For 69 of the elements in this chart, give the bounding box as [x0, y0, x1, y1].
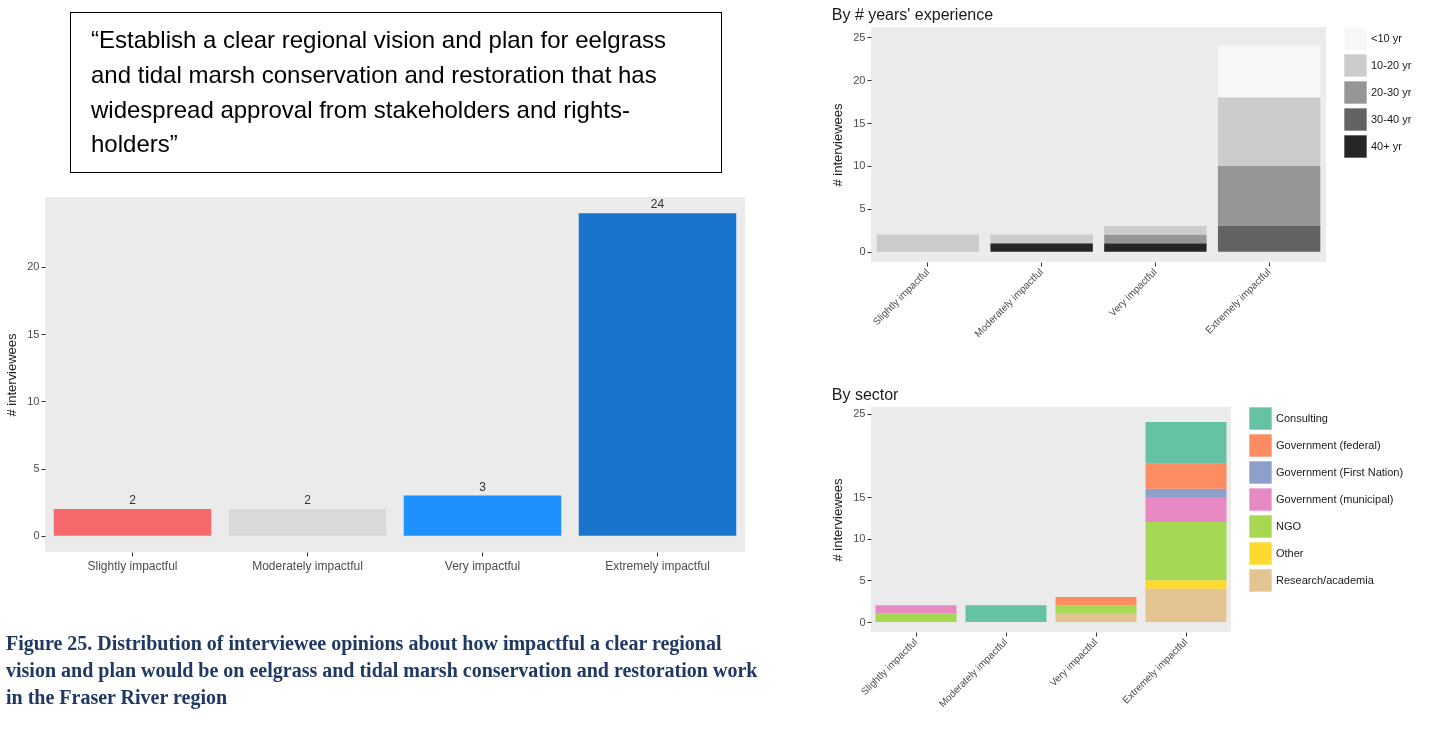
- y-tick-label: 15: [853, 490, 866, 503]
- y-tick-label: 10: [27, 394, 40, 407]
- y-tick-label: 0: [33, 529, 40, 542]
- legend-label: 30-40 yr: [1371, 112, 1412, 125]
- legend-label: Government (municipal): [1276, 492, 1394, 505]
- bar: [876, 234, 980, 252]
- x-tick-label: Extremely impactful: [605, 558, 710, 573]
- legend-label: 40+ yr: [1371, 139, 1403, 152]
- bar: [990, 234, 1093, 244]
- text: “Establish a clear regional vision and plan for eelgrass and tidal marsh conservation and restoration that has widespread approval from stakeholders and rights-holders”: [70, 12, 722, 174]
- y-tick-label: 5: [859, 573, 866, 586]
- x-tick-label: Very impactful: [444, 558, 521, 573]
- bar: [1104, 225, 1207, 235]
- bar: [1055, 597, 1137, 606]
- y-tick-label: 10: [853, 532, 866, 545]
- bar: [1145, 488, 1227, 497]
- bar: [53, 508, 212, 536]
- legend-label: Research/academia: [1276, 573, 1375, 586]
- bar: [965, 605, 1047, 622]
- bar: [1145, 463, 1227, 489]
- bar: [578, 213, 737, 536]
- y-tick-label: 0: [859, 245, 866, 258]
- bar: [1104, 234, 1207, 244]
- data-label: 3: [479, 479, 487, 494]
- y-tick-label: 15: [853, 116, 866, 129]
- data-label: 24: [650, 197, 665, 212]
- y-tick-label: 25: [853, 407, 866, 420]
- data-label: 2: [129, 492, 137, 507]
- y-tick-label: 10: [853, 159, 866, 172]
- legend-label: Consulting: [1276, 411, 1328, 424]
- legend-label: NGO: [1276, 519, 1302, 532]
- chart-title: By sector: [831, 386, 900, 403]
- y-tick-label: 25: [853, 30, 866, 43]
- bar: [403, 495, 562, 536]
- legend-label: 10-20 yr: [1371, 58, 1412, 71]
- legend-label: 20-30 yr: [1371, 85, 1412, 98]
- y-tick-label: 20: [853, 73, 866, 86]
- bar: [1217, 97, 1321, 166]
- y-tick-label: 0: [859, 615, 866, 628]
- bar: [1055, 605, 1137, 614]
- bar: [1104, 243, 1207, 252]
- legend-label: Government (First Nation): [1276, 465, 1404, 478]
- y-axis-title: # interviewees: [4, 332, 20, 417]
- bar: [1145, 497, 1227, 522]
- y-tick-label: 5: [859, 202, 866, 215]
- chart-title: By # years' experience: [831, 6, 994, 23]
- bar: [1145, 580, 1227, 589]
- bar: [1217, 45, 1321, 98]
- bar: [1145, 522, 1227, 581]
- y-tick-label: 20: [27, 260, 40, 273]
- legend-label: Other: [1276, 546, 1304, 559]
- y-axis-title: # interviewees: [830, 477, 846, 562]
- legend-label: <10 yr: [1371, 31, 1403, 44]
- bar: [875, 605, 957, 614]
- caption: Figure 25. Distribution of interviewee opinions about how impactful a clear regional vision and plan would be on eelgrass and tidal marsh conservation and restoration work in the Fraser River region: [6, 631, 759, 711]
- y-tick-label: 15: [27, 327, 40, 340]
- bar: [1217, 165, 1321, 226]
- bar: [990, 243, 1093, 252]
- bar: [1055, 613, 1137, 622]
- bar: [1217, 225, 1321, 252]
- x-tick-label: Slightly impactful: [87, 558, 178, 573]
- y-axis-title: # interviewees: [830, 102, 846, 187]
- y-tick-label: 5: [33, 462, 40, 475]
- x-tick-label: Moderately impactful: [252, 558, 363, 573]
- bar: [875, 613, 957, 622]
- bar: [1145, 422, 1227, 464]
- bar: [1145, 588, 1227, 622]
- data-label: 2: [304, 492, 312, 507]
- legend-label: Government (federal): [1276, 438, 1381, 451]
